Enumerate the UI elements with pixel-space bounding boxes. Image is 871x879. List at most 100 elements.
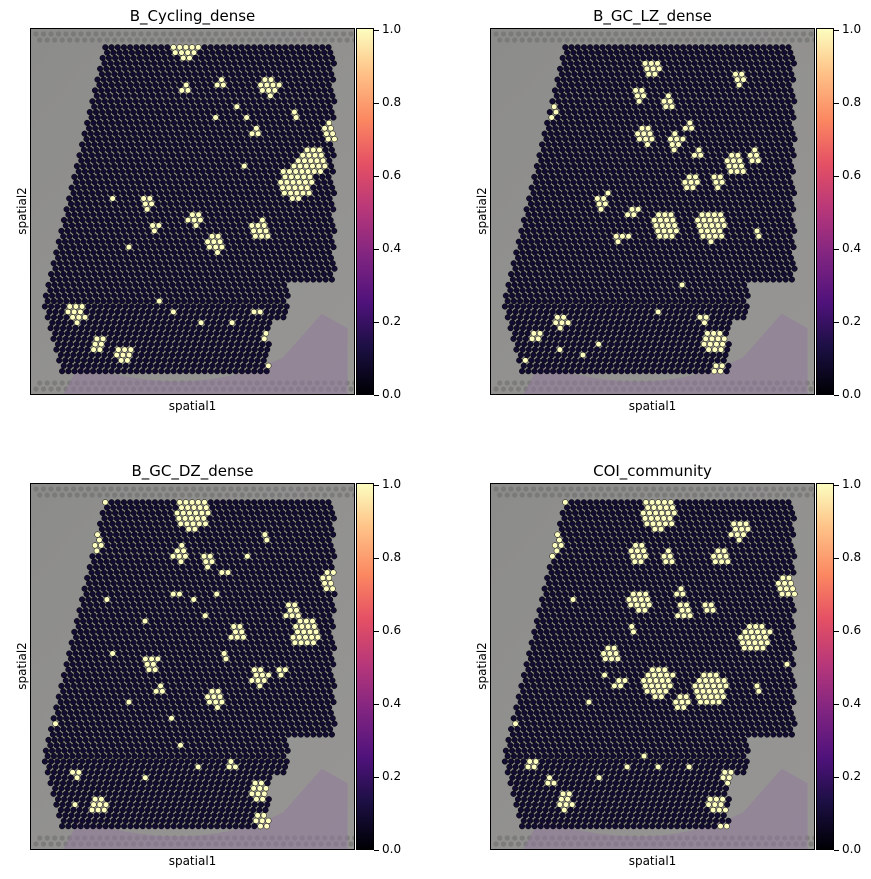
fiducial-dot (175, 31, 182, 37)
spot (640, 260, 647, 267)
spot (195, 136, 202, 143)
spot (751, 109, 758, 116)
spot (260, 71, 267, 78)
spot (307, 65, 314, 72)
spot (658, 54, 665, 62)
spot-positive (197, 217, 204, 224)
spot (217, 276, 224, 283)
spot (231, 60, 238, 67)
spot (80, 276, 87, 283)
fiducial-dot (812, 37, 814, 43)
spot (116, 341, 124, 348)
spot (192, 184, 199, 191)
spot (784, 227, 792, 234)
spot (589, 71, 596, 78)
spot (299, 114, 306, 121)
spot (229, 109, 236, 116)
spot (79, 271, 86, 278)
spot-positive (294, 173, 301, 180)
spot (544, 287, 551, 294)
spot (615, 146, 622, 153)
spot (242, 184, 249, 191)
spot (314, 233, 321, 240)
spot (635, 60, 642, 67)
fiducial-dot (624, 37, 630, 43)
spot (700, 303, 707, 310)
spot-positive (287, 190, 294, 197)
spot-positive (305, 152, 312, 159)
spot (185, 200, 192, 207)
spot (175, 114, 182, 121)
spot (216, 71, 223, 78)
spot (206, 76, 213, 83)
spot (539, 179, 546, 186)
spot (129, 125, 136, 132)
spot (651, 292, 658, 299)
spot (733, 222, 740, 229)
spot (90, 249, 97, 256)
spot (151, 136, 158, 143)
spot (100, 260, 107, 267)
spot (210, 109, 217, 116)
spot (675, 179, 682, 186)
spot (578, 146, 585, 153)
spot (744, 125, 751, 132)
spot (275, 227, 282, 234)
spot (515, 238, 522, 245)
spot (599, 44, 606, 51)
spot (224, 314, 231, 321)
spot (112, 335, 119, 342)
spot (545, 217, 552, 224)
spot (173, 357, 181, 364)
spot (111, 276, 118, 283)
spot (291, 276, 298, 283)
spot (771, 168, 778, 175)
spot (642, 98, 649, 105)
spot (619, 65, 626, 72)
spot (142, 292, 149, 299)
spot (510, 314, 518, 321)
spot (78, 195, 85, 202)
spot (319, 211, 326, 218)
spot-positive (289, 195, 296, 202)
spot (688, 292, 695, 299)
spot (213, 265, 220, 272)
spot (571, 200, 578, 207)
spot (272, 254, 279, 261)
spot (664, 109, 671, 116)
spot (164, 173, 171, 180)
spot (77, 368, 84, 375)
spot (151, 98, 158, 105)
spot-positive (692, 173, 699, 180)
spot (712, 303, 719, 310)
spot (639, 200, 646, 207)
spot (598, 190, 605, 197)
spot (756, 179, 763, 186)
spot (116, 179, 123, 186)
spot (250, 152, 257, 159)
spot (82, 281, 89, 288)
spot (783, 222, 790, 229)
spot (576, 141, 583, 148)
spot (105, 71, 112, 78)
spot (785, 211, 792, 218)
spot (603, 130, 610, 137)
spot (692, 308, 699, 315)
spot (791, 136, 798, 143)
spot (244, 60, 251, 67)
spot (620, 71, 627, 78)
spot (676, 71, 683, 78)
spot (294, 265, 301, 272)
spot-positive (309, 163, 316, 170)
spot (215, 303, 222, 310)
spot (57, 244, 64, 251)
spot (119, 244, 126, 251)
spot (728, 60, 735, 67)
spot (575, 325, 582, 332)
spot (201, 308, 208, 315)
spot (198, 184, 205, 191)
spot (206, 152, 213, 159)
spot (735, 98, 742, 105)
spot (674, 195, 682, 202)
fiducial-dot (639, 37, 645, 43)
